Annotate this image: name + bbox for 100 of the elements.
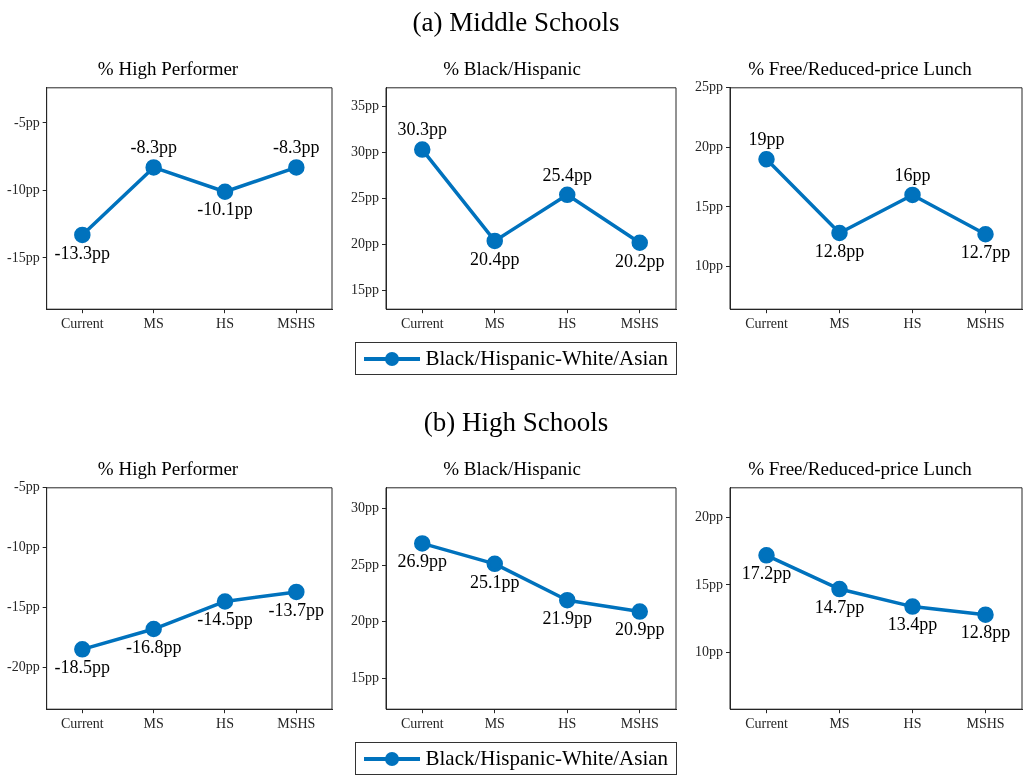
point xyxy=(288,159,305,176)
y-tick-label: 20pp xyxy=(695,509,723,525)
chart-title: % Black/Hispanic xyxy=(443,458,581,480)
x-tick-label: MS xyxy=(829,716,850,732)
point xyxy=(414,535,431,552)
point xyxy=(216,593,234,610)
x-tick-label: HS xyxy=(558,716,577,732)
point xyxy=(831,224,848,242)
y-tick-label: -5pp xyxy=(13,479,40,495)
data-label: 26.9pp xyxy=(397,551,447,572)
data-label: -8.3pp xyxy=(130,137,177,158)
y-tick-label: 10pp xyxy=(695,644,723,660)
data-label: -13.7pp xyxy=(268,599,325,620)
y-tick-label: 20pp xyxy=(351,236,379,252)
data-label: 20.2pp xyxy=(615,250,665,271)
text: (a) Middle Schools xyxy=(411,7,621,38)
point xyxy=(904,186,921,204)
y-tick-label: 25pp xyxy=(351,556,379,572)
x-tick-label: MS xyxy=(484,316,505,332)
data-label: 21.9pp xyxy=(542,607,592,628)
x-tick-label: MS xyxy=(143,716,164,732)
x-tick-label: Current xyxy=(400,716,444,732)
point xyxy=(486,555,503,573)
y-tick-label: 15pp xyxy=(695,576,723,592)
x-tick-label: HS xyxy=(216,716,234,732)
y-tick-label: 20pp xyxy=(695,138,723,154)
data-label: -13.3pp xyxy=(54,242,111,263)
data-label: 20.9pp xyxy=(615,619,665,640)
x-tick-label: HS xyxy=(903,316,922,332)
data-label: 12.8pp xyxy=(814,240,865,261)
x-tick-label: MS xyxy=(829,316,850,332)
data-label: 16pp xyxy=(894,164,931,185)
y-tick-label: 25pp xyxy=(695,79,723,95)
chart-title: % Free/Reduced-price Lunch xyxy=(748,58,973,80)
point xyxy=(74,226,91,244)
y-tick-label: 20pp xyxy=(351,613,379,629)
y-tick-label: 15pp xyxy=(695,198,723,214)
x-tick-label: MS xyxy=(484,716,505,732)
point xyxy=(758,150,775,168)
point xyxy=(414,141,431,158)
x-tick-label: MSHS xyxy=(277,716,316,732)
point xyxy=(288,583,305,601)
x-tick-label: HS xyxy=(903,716,922,732)
y-tick-label: -10pp xyxy=(6,182,40,198)
y-tick-label: -20pp xyxy=(6,658,40,674)
x-tick-label: MSHS xyxy=(966,316,1005,332)
point xyxy=(216,183,234,200)
x-tick-label: Current xyxy=(745,316,788,332)
x-tick-label: HS xyxy=(216,316,234,332)
data-label: 25.4pp xyxy=(542,164,592,185)
data-label: 19pp xyxy=(748,128,785,149)
y-tick-label: 15pp xyxy=(351,282,379,298)
point xyxy=(831,580,848,598)
data-label: 30.3pp xyxy=(397,119,447,140)
point xyxy=(904,598,921,615)
data-label: 20.4pp xyxy=(470,248,520,269)
point xyxy=(758,547,775,564)
x-tick-label: Current xyxy=(60,716,104,732)
legend-label: Black/Hispanic-White/Asian xyxy=(425,346,669,371)
y-tick-label: -10pp xyxy=(6,539,40,555)
y-tick-label: 30pp xyxy=(351,499,379,515)
chart-title: % Black/Hispanic xyxy=(443,58,581,80)
chart-title: % High Performer xyxy=(97,458,239,480)
data-label: -14.5pp xyxy=(197,609,253,630)
point xyxy=(74,641,91,658)
point xyxy=(977,606,994,623)
chart-title: % Free/Reduced-price Lunch xyxy=(748,458,973,480)
legend-label: Black/Hispanic-White/Asian xyxy=(425,746,669,771)
point xyxy=(631,603,648,620)
data-label: 12.8pp xyxy=(960,622,1011,643)
y-tick-label: 30pp xyxy=(351,144,379,160)
point xyxy=(559,186,576,204)
x-tick-label: Current xyxy=(60,316,104,332)
y-tick-label: -15pp xyxy=(6,599,40,615)
data-label: -8.3pp xyxy=(273,137,320,158)
y-tick-label: 25pp xyxy=(351,190,379,206)
x-tick-label: HS xyxy=(558,316,577,332)
x-tick-label: MSHS xyxy=(620,716,659,732)
point xyxy=(631,234,648,252)
point xyxy=(559,591,576,609)
y-tick-label: -15pp xyxy=(6,249,40,265)
data-label: 14.7pp xyxy=(814,596,865,617)
data-label: -18.5pp xyxy=(54,657,111,678)
x-tick-label: MS xyxy=(143,316,164,332)
y-tick-label: 10pp xyxy=(695,258,723,274)
y-tick-label: -5pp xyxy=(13,114,40,130)
y-tick-label: 15pp xyxy=(351,670,379,686)
x-tick-label: MSHS xyxy=(277,316,316,332)
x-tick-label: MSHS xyxy=(620,316,659,332)
point xyxy=(977,225,994,243)
data-label: -10.1pp xyxy=(197,199,253,220)
x-tick-label: Current xyxy=(400,316,444,332)
x-tick-label: Current xyxy=(745,716,788,732)
y-tick-label: 35pp xyxy=(351,97,379,113)
data-label: 17.2pp xyxy=(741,563,792,584)
text: (b) High Schools xyxy=(422,407,610,438)
data-label: 12.7pp xyxy=(960,241,1011,262)
data-label: 25.1pp xyxy=(470,571,520,592)
data-label: 13.4pp xyxy=(887,614,938,635)
point xyxy=(145,159,162,176)
